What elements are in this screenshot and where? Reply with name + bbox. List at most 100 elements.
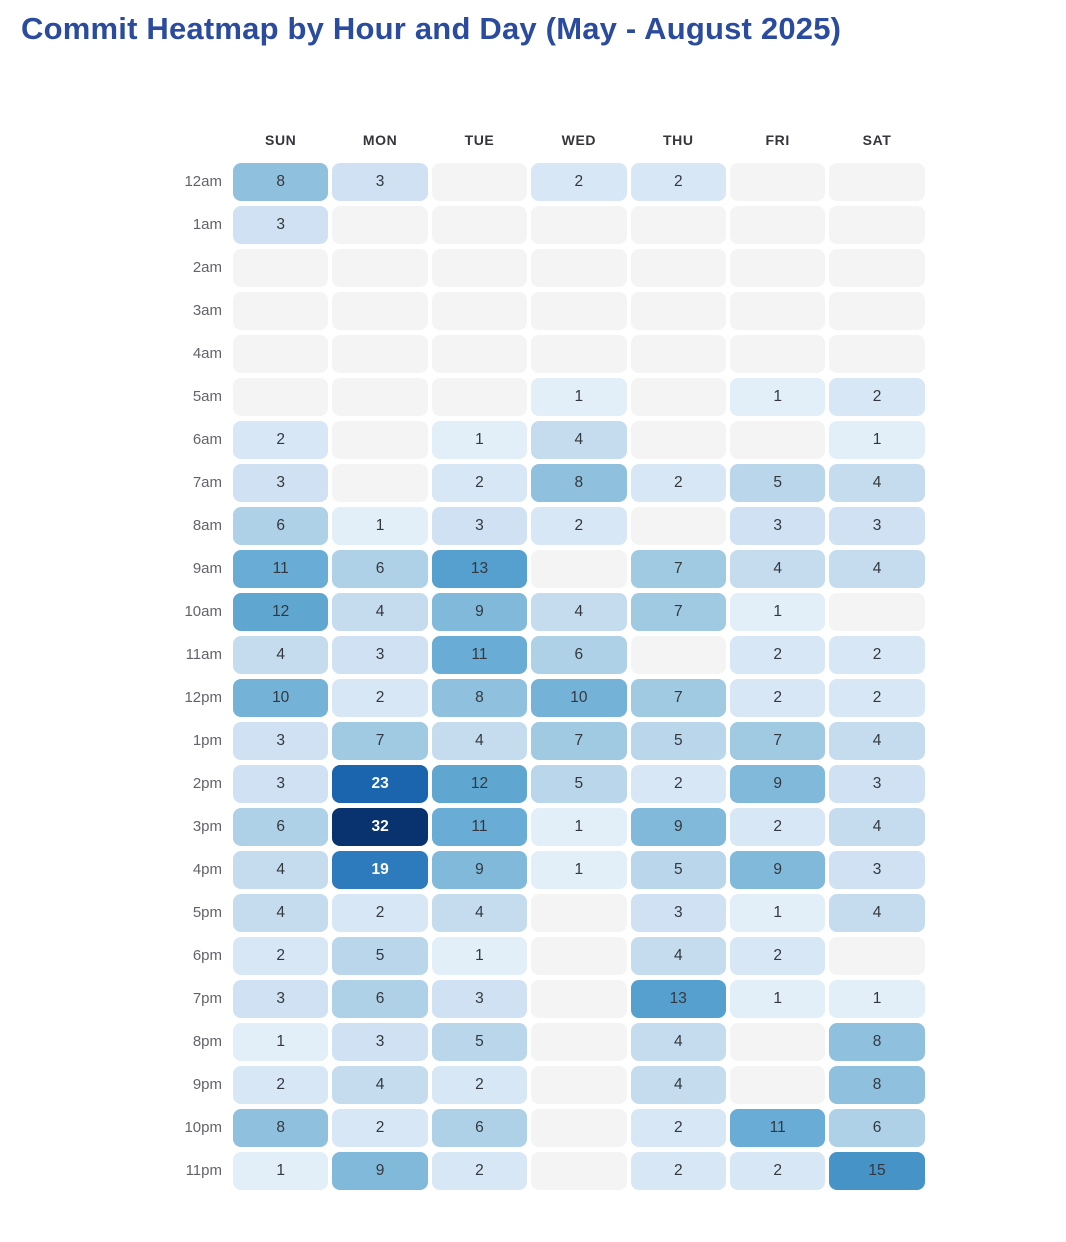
- heatmap-cell: 4: [431, 722, 528, 760]
- heatmap-cell: [729, 421, 826, 459]
- heatmap-cell: 2: [829, 636, 925, 674]
- heatmap-cell: [531, 206, 627, 244]
- heatmap-row-4am: 4am: [0, 335, 1066, 373]
- heatmap-cell: [829, 249, 925, 287]
- heatmap-cell: [431, 335, 528, 373]
- heatmap-cell: [729, 1066, 826, 1104]
- heatmap-cell: 2: [332, 1109, 428, 1147]
- heatmap-cell: 3: [829, 851, 925, 889]
- heatmap-cell: 3: [233, 980, 329, 1018]
- heatmap-cell: 7: [332, 722, 428, 760]
- chart-title: Commit Heatmap by Hour and Day (May - Au…: [21, 11, 842, 46]
- heatmap-cell: 9: [332, 1152, 428, 1190]
- heatmap-cell: 11: [431, 636, 528, 674]
- heatmap-row-3am: 3am: [0, 292, 1066, 330]
- heatmap-cell: 10: [233, 679, 329, 717]
- hour-label: 7pm: [192, 990, 222, 1007]
- heatmap-cell: 3: [431, 980, 528, 1018]
- heatmap-cell: 3: [332, 1023, 428, 1061]
- heatmap-row-5am: 5am 1 1 2: [0, 378, 1066, 416]
- heatmap-row-6pm: 6pm 2 5 1 4 2: [0, 937, 1066, 975]
- heatmap-cell: [233, 378, 329, 416]
- heatmap-cell: [630, 507, 726, 545]
- heatmap-cell: 4: [630, 937, 726, 975]
- heatmap-row-2am: 2am: [0, 249, 1066, 287]
- heatmap-cell: 6: [332, 550, 428, 588]
- heatmap-cell: 9: [431, 851, 528, 889]
- heatmap-cell: 2: [829, 679, 925, 717]
- heatmap-cell: 9: [431, 593, 528, 631]
- heatmap-cell: 1: [729, 593, 826, 631]
- heatmap-row-4pm: 4pm 4 19 9 1 5 9 3: [0, 851, 1066, 889]
- heatmap-cell: 4: [729, 550, 826, 588]
- heatmap-cell: [531, 335, 627, 373]
- heatmap-row-6am: 6am 2 1 4 1: [0, 421, 1066, 459]
- heatmap-cell: [729, 249, 826, 287]
- heatmap-cell: 2: [332, 894, 428, 932]
- heatmap-cell: [829, 292, 925, 330]
- heatmap-cell: 7: [630, 679, 726, 717]
- heatmap-cell: 12: [233, 593, 329, 631]
- heatmap-cell: 8: [829, 1023, 925, 1061]
- hour-label: 8am: [192, 517, 222, 534]
- heatmap-cell: [829, 937, 925, 975]
- heatmap-cell: 1: [829, 421, 925, 459]
- heatmap-row-8am: 8am 6 1 3 2 3 3: [0, 507, 1066, 545]
- heatmap-cell: [729, 1023, 826, 1061]
- heatmap-row-7am: 7am 3 2 8 2 5 4: [0, 464, 1066, 502]
- heatmap-cell: 2: [332, 679, 428, 717]
- heatmap-cell: 8: [233, 1109, 329, 1147]
- heatmap-cell: [531, 1023, 627, 1061]
- heatmap-cell: 4: [829, 722, 925, 760]
- day-header-wed: WED: [561, 132, 597, 148]
- heatmap-cell: 7: [531, 722, 627, 760]
- heatmap-cell: 5: [729, 464, 826, 502]
- heatmap-cell: 8: [233, 163, 329, 201]
- heatmap-cell: 3: [729, 507, 826, 545]
- day-header-fri: FRI: [765, 132, 790, 148]
- heatmap-row-12pm: 12pm 10 2 8 10 7 2 2: [0, 679, 1066, 717]
- heatmap-cell: 2: [729, 679, 826, 717]
- heatmap-cell: 3: [233, 722, 329, 760]
- heatmap-cell: [531, 894, 627, 932]
- heatmap-row-3pm: 3pm 6 32 11 1 9 2 4: [0, 808, 1066, 846]
- heatmap-cell: 2: [233, 421, 329, 459]
- heatmap-cell: 1: [829, 980, 925, 1018]
- heatmap-cell: [332, 206, 428, 244]
- heatmap-cell: [431, 292, 528, 330]
- heatmap-cell: 4: [829, 464, 925, 502]
- heatmap-cell: [332, 378, 428, 416]
- hour-label: 9pm: [192, 1076, 222, 1093]
- hour-label: 12pm: [184, 689, 222, 706]
- hour-label: 10am: [184, 603, 222, 620]
- heatmap-cell: 2: [630, 765, 726, 803]
- heatmap-cell: [531, 1109, 627, 1147]
- heatmap-cell: 3: [829, 507, 925, 545]
- day-header-thu: THU: [662, 132, 694, 148]
- commit-heatmap: SUN MON TUE WED THU FRI SAT 12am 8 3 2 2 1am 3 2am 3am…: [0, 131, 1066, 1195]
- heatmap-cell: 5: [630, 722, 726, 760]
- heatmap-cell: 2: [531, 163, 627, 201]
- heatmap-cell: 5: [630, 851, 726, 889]
- heatmap-cell: 3: [829, 765, 925, 803]
- heatmap-cell: 11: [431, 808, 528, 846]
- hour-label: 11pm: [185, 1162, 222, 1179]
- heatmap-row-10pm: 10pm 8 2 6 2 11 6: [0, 1109, 1066, 1147]
- heatmap-cell: 12: [431, 765, 528, 803]
- heatmap-cell: 2: [431, 1152, 528, 1190]
- heatmap-cell: 8: [531, 464, 627, 502]
- heatmap-cell: [233, 292, 329, 330]
- heatmap-cell: 7: [729, 722, 826, 760]
- heatmap-cell: 11: [729, 1109, 826, 1147]
- hour-label: 2pm: [192, 775, 222, 792]
- heatmap-cell: [630, 421, 726, 459]
- heatmap-cell: [531, 1152, 627, 1190]
- heatmap-cell: [332, 249, 428, 287]
- heatmap-cell: [729, 335, 826, 373]
- heatmap-cell: 4: [431, 894, 528, 932]
- heatmap-cell: 2: [729, 937, 826, 975]
- heatmap-cell: 3: [630, 894, 726, 932]
- heatmap-cell: 11: [233, 550, 329, 588]
- heatmap-cell: [332, 464, 428, 502]
